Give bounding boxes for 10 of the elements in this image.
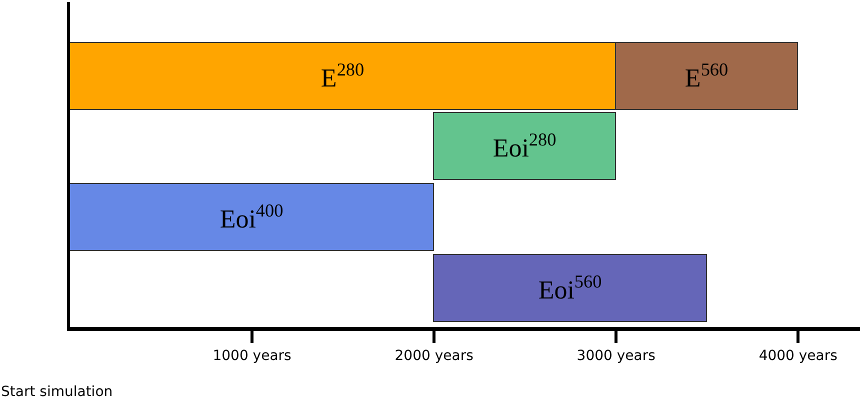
series-label: Eoi$^{280}$ <box>492 130 556 162</box>
x-tick-label: 4000 years <box>758 348 838 364</box>
text: Start simulation <box>1 384 113 400</box>
x-tick-label: 1000 years <box>212 348 292 364</box>
x-tick-label: 3000 years <box>576 348 656 364</box>
series-label: Eoi$^{400}$ <box>220 200 284 234</box>
series-label: Eoi$^{560}$ <box>538 272 602 304</box>
series-label: E$^{560}$ <box>684 60 728 92</box>
series-label: E$^{280}$ <box>320 60 364 92</box>
x-tick-label: 2000 years <box>394 348 474 364</box>
